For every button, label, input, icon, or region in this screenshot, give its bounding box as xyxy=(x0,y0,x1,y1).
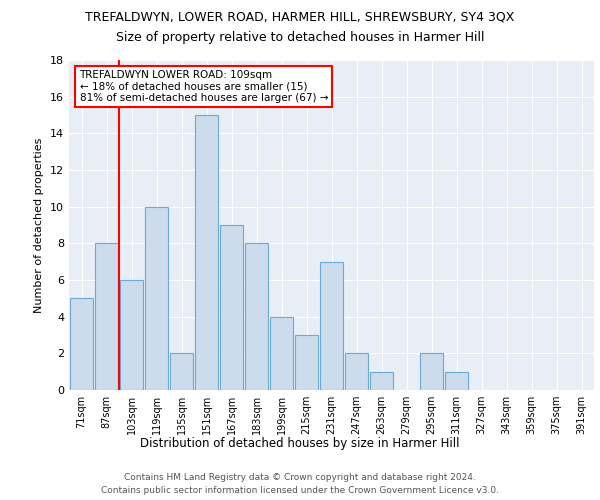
Bar xyxy=(245,244,268,390)
Bar xyxy=(145,206,169,390)
Bar xyxy=(220,225,244,390)
Bar xyxy=(320,262,343,390)
Text: Contains HM Land Registry data © Crown copyright and database right 2024.: Contains HM Land Registry data © Crown c… xyxy=(124,472,476,482)
Bar xyxy=(119,280,143,390)
Bar xyxy=(419,354,443,390)
Text: TREFALDWYN, LOWER ROAD, HARMER HILL, SHREWSBURY, SY4 3QX: TREFALDWYN, LOWER ROAD, HARMER HILL, SHR… xyxy=(85,11,515,24)
Bar xyxy=(70,298,94,390)
Text: Contains public sector information licensed under the Crown Government Licence v: Contains public sector information licen… xyxy=(101,486,499,495)
Text: TREFALDWYN LOWER ROAD: 109sqm
← 18% of detached houses are smaller (15)
81% of s: TREFALDWYN LOWER ROAD: 109sqm ← 18% of d… xyxy=(79,70,328,103)
Bar xyxy=(445,372,469,390)
Text: Distribution of detached houses by size in Harmer Hill: Distribution of detached houses by size … xyxy=(140,438,460,450)
Bar xyxy=(295,335,319,390)
Bar xyxy=(170,354,193,390)
Bar xyxy=(95,244,118,390)
Bar xyxy=(269,316,293,390)
Y-axis label: Number of detached properties: Number of detached properties xyxy=(34,138,44,312)
Bar xyxy=(344,354,368,390)
Text: Size of property relative to detached houses in Harmer Hill: Size of property relative to detached ho… xyxy=(116,31,484,44)
Bar xyxy=(194,115,218,390)
Bar xyxy=(370,372,394,390)
